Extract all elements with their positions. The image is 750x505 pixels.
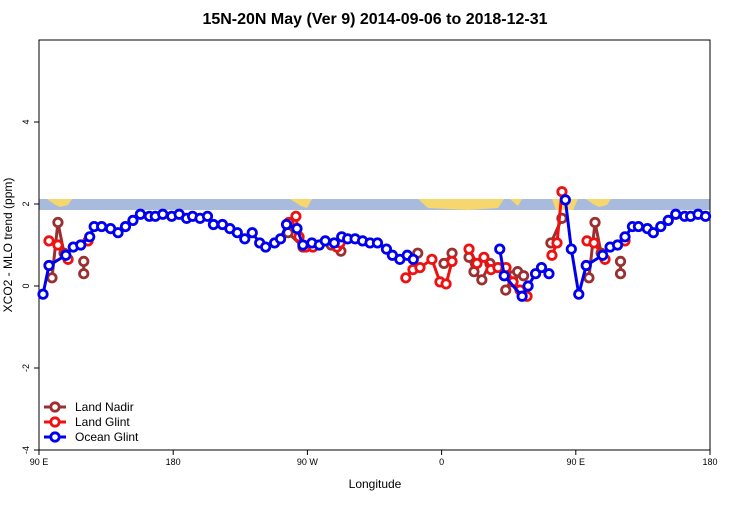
point [52,216,64,229]
point [518,270,530,282]
point [328,237,340,249]
y-tick-label: 0 [21,283,31,288]
point [522,280,534,292]
point [699,210,712,222]
point [614,268,627,280]
point [535,261,548,274]
y-tick-label: 4 [21,119,31,124]
point [112,227,124,239]
point [46,272,58,284]
point [614,255,627,267]
legend-marker [49,401,61,413]
point [280,218,293,231]
y-tick-label: -4 [21,446,31,454]
point [207,218,220,231]
point [573,288,585,300]
point [400,272,412,284]
point [588,237,600,249]
point [516,290,528,302]
map-strip [39,199,710,210]
point [565,243,577,255]
point [78,255,90,267]
point [498,270,510,282]
point [134,208,146,220]
point [551,237,563,249]
point [662,214,674,226]
point [543,268,555,280]
point [43,259,55,272]
point [670,208,682,220]
y-axis-label: XCO2 - MLO trend (ppm) [1,178,15,313]
point [157,208,169,220]
point [580,259,592,272]
point [239,233,251,245]
point [290,210,302,222]
point [43,235,55,247]
land-shapes [47,199,611,210]
ocean-band [39,199,710,210]
point [611,239,624,251]
x-tick-label: 90 E [30,457,49,467]
point [127,214,139,226]
point [559,194,571,206]
point [619,231,631,243]
point [414,261,426,274]
plot-layer: -4 -2 0 2 4 90 E 180 90 W 0 90 E 180 Land NadirLand… [21,119,718,467]
point [597,249,609,261]
point [655,220,667,233]
point [546,249,558,261]
point [231,227,243,239]
point [246,227,258,239]
point [407,253,419,265]
legend-label: Land Nadir [75,400,134,414]
point [297,239,309,251]
chart-title: 15N-20N May (Ver 9) 2014-09-06 to 2018-1… [202,11,547,28]
point [260,241,272,253]
plot-frame [38,39,711,451]
point [96,220,108,233]
point [75,239,87,251]
point [478,251,490,263]
legend-marker [49,431,61,443]
point [632,220,645,233]
legend-label: Ocean Glint [75,430,139,444]
point [463,243,475,255]
x-tick-label: 0 [439,457,444,467]
point [52,239,64,251]
point [476,274,488,286]
point [647,227,659,239]
legend-label: Land Glint [75,415,130,429]
y-tick-label: 2 [21,201,31,206]
point [446,255,458,267]
point [371,237,384,249]
point [60,249,72,261]
x-tick-label: 180 [166,457,181,467]
point [500,284,512,296]
point [291,223,303,235]
y-tick-label: -2 [21,364,31,372]
point [494,243,506,255]
point [201,210,214,222]
point [119,220,132,233]
point [589,216,601,229]
point [440,278,452,290]
legend-marker [49,416,61,428]
point [78,268,90,280]
x-axis-label: Longitude [349,477,402,491]
point [274,233,287,245]
x-tick-label: 180 [702,457,717,467]
point [37,288,49,300]
point [583,272,595,284]
point [426,253,438,265]
x-tick-label: 90 W [297,457,319,467]
point [84,231,96,243]
point [471,257,483,270]
point [319,235,331,247]
x-tick-label: 90 E [567,457,586,467]
